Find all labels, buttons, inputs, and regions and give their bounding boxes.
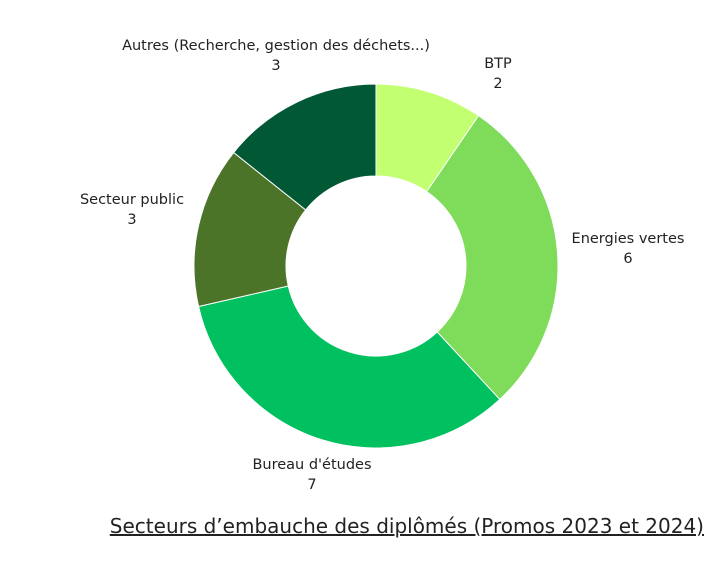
slice-label-bureau-d-etudes: Bureau d'études <box>252 457 371 473</box>
donut-slices <box>193 83 559 449</box>
slice-value-bureau-d-etudes: 7 <box>307 477 316 493</box>
slice-label-energies-vertes: Energies vertes <box>572 231 685 247</box>
slice-bureau-d-etudes <box>197 285 501 449</box>
slice-energies-vertes <box>426 114 559 401</box>
slice-label-autres-recherche-gestion-des-dechets: Autres (Recherche, gestion des déchets..… <box>122 38 430 54</box>
slice-labels: BTP 2 Energies vertes 6 Bureau d'études 7 Sect… <box>80 38 685 493</box>
slice-value-btp: 2 <box>493 76 502 92</box>
slice-autres-recherche-gestion-des-dechets <box>233 83 377 211</box>
slice-value-autres-recherche-gestion-des-dechets: 3 <box>271 58 280 74</box>
slice-label-secteur-public: Secteur public <box>80 192 184 208</box>
slice-label-btp: BTP <box>484 56 512 72</box>
chart-title: Secteurs d’embauche des diplômés (Promos… <box>109 514 704 538</box>
donut-chart: BTP 2 Energies vertes 6 Bureau d'études 7 Sect… <box>80 38 685 493</box>
slice-value-energies-vertes: 6 <box>623 251 632 267</box>
slice-value-secteur-public: 3 <box>127 212 136 228</box>
